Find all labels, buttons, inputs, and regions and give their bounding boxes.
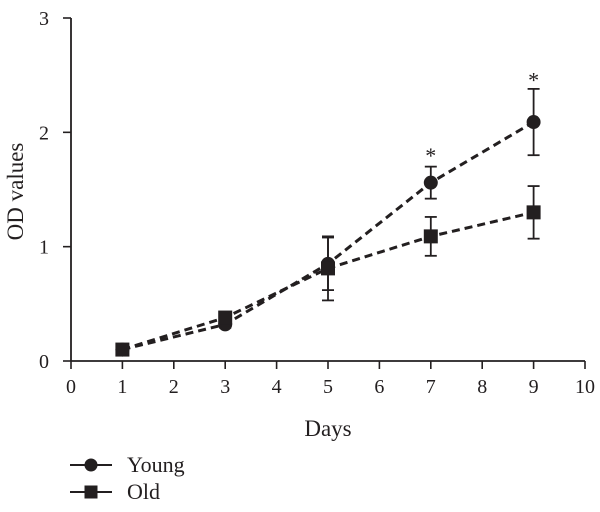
x-tick-label: 7 (426, 376, 436, 398)
x-tick-label: 5 (323, 376, 333, 398)
x-tick-label: 3 (220, 376, 230, 398)
legend-item-young: Young (70, 452, 185, 477)
y-axis-title: OD values (3, 143, 28, 241)
legend-label: Old (127, 479, 160, 504)
x-tick-label: 6 (374, 376, 384, 398)
data-point-square (218, 310, 233, 325)
x-tick-label: 10 (575, 376, 595, 398)
data-point-square (526, 205, 541, 220)
series-layer (115, 87, 541, 357)
data-point-square (321, 261, 335, 276)
data-point-circle (526, 115, 541, 130)
series-old (115, 185, 541, 357)
legend-label: Young (127, 452, 185, 477)
data-point-circle (84, 458, 98, 472)
data-point-square (423, 229, 438, 244)
x-tick-label: 8 (477, 376, 487, 398)
x-tick-label: 2 (169, 376, 179, 398)
x-axis-title: Days (304, 416, 351, 441)
data-point-square (115, 342, 130, 357)
x-tick-label: 4 (272, 376, 282, 398)
y-tick-label: 0 (39, 351, 49, 373)
x-tick-label: 9 (529, 376, 539, 398)
data-point-circle (423, 175, 438, 190)
y-tick-label: 2 (39, 122, 49, 144)
y-tick-label: 3 (39, 8, 49, 30)
y-tick-label: 1 (39, 237, 49, 259)
significance-star: * (425, 143, 436, 168)
x-tick-label: 1 (117, 376, 127, 398)
annotation-layer: ** (425, 67, 539, 167)
legend-item-old: Old (70, 479, 160, 504)
x-tick-label: 0 (66, 376, 76, 398)
axes: 0 1 2 3 4 5 6 7 8 9 10 0 1 2 3 Days OD values (3, 8, 595, 441)
significance-star: * (528, 67, 539, 92)
data-point-square (84, 485, 98, 499)
series-young (115, 87, 541, 357)
